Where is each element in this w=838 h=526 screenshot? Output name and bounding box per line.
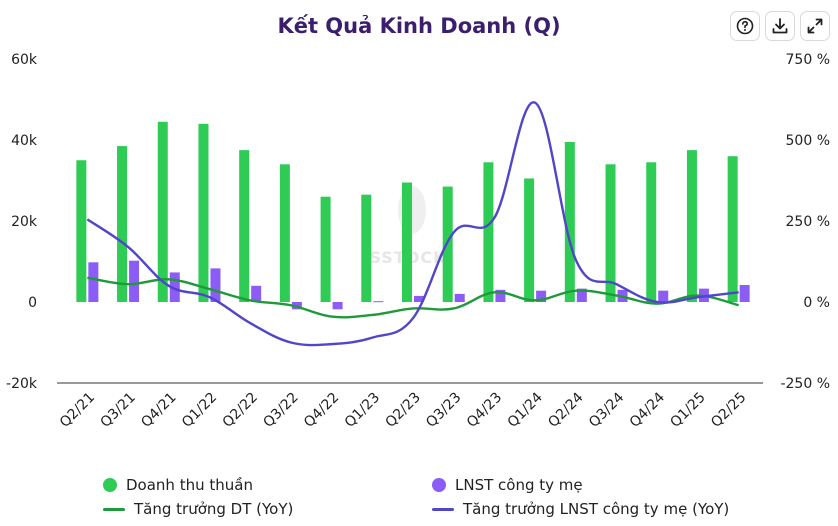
revenue-bar [483, 162, 494, 302]
legend-revenue-growth[interactable]: Tăng trưởng DT (YoY) [103, 500, 293, 518]
revenue-bar [76, 160, 87, 302]
right-axis-tick-label: 500 % [786, 133, 830, 149]
profit-bar [576, 288, 587, 302]
profit-bar [454, 293, 465, 302]
profit-legend-marker [432, 478, 446, 492]
profit-bar [495, 289, 506, 302]
profit-bar [739, 284, 750, 302]
x-axis-tick-label: Q3/21 [98, 390, 139, 431]
profit-bar [332, 302, 343, 310]
legend-profit-growth[interactable]: Tăng trưởng LNST công ty mẹ (YoY) [432, 500, 729, 518]
profit-bar [536, 290, 547, 302]
profit-bar [129, 260, 140, 302]
x-axis-tick-label: Q1/22 [179, 390, 220, 431]
revenue-bar [157, 121, 168, 303]
chart-title: Kết Quả Kinh Doanh (Q) [277, 14, 561, 38]
profit-bar [658, 290, 669, 302]
revenue-bar [239, 150, 250, 302]
revenue-bar [646, 162, 657, 302]
x-axis-tick-label: Q1/23 [342, 390, 383, 431]
revenue-bar [117, 146, 128, 302]
download-icon [772, 18, 788, 34]
revenue-bar [361, 194, 372, 302]
revenue-legend-marker [103, 478, 117, 492]
x-axis-tick-label: Q4/24 [627, 389, 668, 430]
expand-icon [807, 18, 823, 34]
left-axis-tick-label: 20k [11, 214, 38, 230]
x-axis-tick-label: Q4/22 [301, 390, 342, 431]
profit-bar [210, 268, 221, 302]
help-icon [736, 17, 754, 35]
revenue-bar [279, 164, 290, 302]
legend-profit[interactable]: LNST công ty mẹ [432, 476, 583, 494]
right-axis-tick-label: 0 % [803, 295, 830, 311]
revenue-bar [686, 150, 697, 302]
revenue-bar [524, 178, 535, 302]
profit-growth-line [86, 101, 739, 347]
legend-revenue-growth-label: Tăng trưởng DT (YoY) [134, 500, 294, 518]
legend-revenue[interactable]: Doanh thu thuần [103, 476, 253, 494]
x-axis-tick-label: Q2/21 [57, 390, 98, 431]
x-axis-tick-label: Q2/24 [545, 389, 586, 430]
revenue-bar [320, 196, 331, 302]
legend-profit-growth-label: Tăng trưởng LNST công ty mẹ (YoY) [463, 500, 730, 518]
x-axis-tick-label: Q2/25 [708, 390, 749, 431]
profit-bar [373, 301, 384, 303]
revenue-growth-legend-marker [103, 507, 125, 511]
x-axis-tick-label: Q4/21 [138, 390, 179, 431]
revenue-bar [402, 182, 412, 302]
left-axis-tick-label: 60k [11, 52, 38, 68]
legend-revenue-label: Doanh thu thuần [126, 476, 253, 494]
x-axis-tick-label: Q2/22 [220, 390, 261, 431]
right-axis-tick-label: 750 % [786, 52, 830, 68]
revenue-bar [564, 142, 575, 302]
profit-growth-legend-marker [432, 507, 454, 511]
x-axis-tick-label: Q3/22 [260, 390, 301, 431]
left-axis-tick-label: 0 [28, 295, 37, 311]
profit-bar [169, 272, 180, 302]
revenue-bar [605, 164, 616, 302]
x-axis-tick-label: Q3/24 [586, 389, 627, 430]
legend-profit-label: LNST công ty mẹ [455, 476, 583, 494]
profit-bar [88, 262, 99, 302]
profit-bar [251, 285, 262, 302]
revenue-bar [727, 156, 738, 302]
profit-bar [414, 295, 424, 302]
expand-button[interactable] [800, 11, 830, 41]
right-axis-tick-label: -250 % [780, 376, 830, 392]
help-button[interactable] [730, 11, 760, 41]
right-axis-tick-label: 250 % [786, 214, 830, 230]
left-axis-tick-label: 40k [11, 133, 38, 149]
x-axis-tick-label: Q3/23 [423, 390, 464, 431]
revenue-growth-line [87, 276, 739, 319]
x-axis-tick-label: Q4/23 [464, 390, 505, 431]
x-axis-tick-label: Q2/23 [382, 390, 423, 431]
revenue-bar [198, 123, 209, 302]
x-axis-tick-label: Q1/25 [667, 390, 708, 431]
download-button[interactable] [765, 11, 795, 41]
x-axis-tick-label: Q1/24 [505, 389, 546, 430]
left-axis-tick-label: -20k [6, 376, 38, 392]
